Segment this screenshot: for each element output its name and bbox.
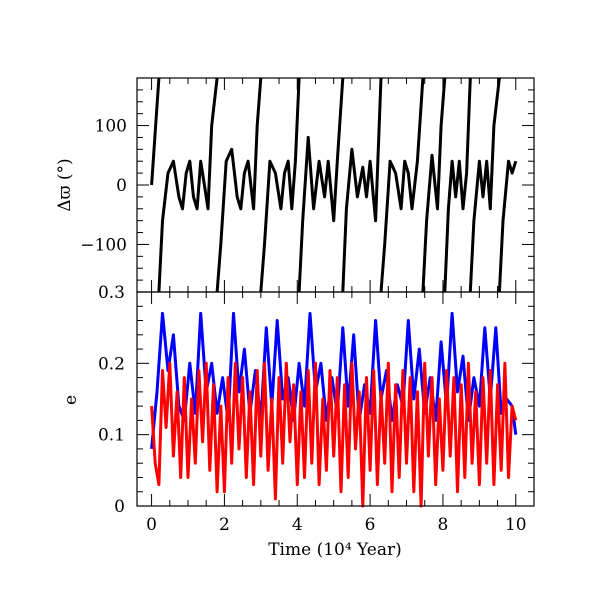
top-series-segment-10	[497, 159, 518, 293]
top-series-segment-4	[297, 77, 345, 293]
bottom-ticks	[137, 291, 534, 507]
bottom-xtick-label: 6	[365, 515, 376, 535]
bottom-xtick-label: 0	[146, 515, 157, 535]
bottom-ylabel: e	[61, 395, 81, 405]
bottom-xlabel: Time (10⁴ Year)	[268, 540, 402, 560]
top-series-segment-3	[259, 77, 301, 293]
bottom-ytick-label: 0.1	[98, 426, 125, 446]
top-series-segment-0	[150, 77, 161, 186]
bottom-xtick-label: 10	[505, 515, 527, 535]
top-ytick-label: 0	[116, 176, 127, 196]
bottom-axes-frame	[136, 291, 535, 507]
bottom-series-line-1	[150, 361, 518, 508]
top-ticks	[137, 77, 534, 293]
top-series-segment-9	[468, 77, 501, 293]
top-ytick-label: −100	[80, 235, 127, 255]
top-ylabel: Δϖ (°)	[55, 158, 75, 211]
top-series-segment-6	[379, 77, 425, 293]
bottom-ytick-label: 0.3	[98, 283, 125, 303]
bottom-xtick-labels: 0 2 4 6 8 10	[146, 515, 526, 535]
top-series-segment-2	[215, 77, 263, 293]
bottom-series-line-0	[150, 311, 518, 450]
bottom-xtick-label: 8	[438, 515, 449, 535]
top-ytick-labels: −100 0 100	[80, 117, 127, 256]
bottom-panel: 0 0.1 0.2 0.3 0 2 4 6 8 10 e Time (10⁴ Year)	[61, 283, 535, 560]
top-series-group	[150, 77, 518, 293]
top-ytick-label: 100	[95, 117, 127, 137]
bottom-ytick-labels: 0 0.1 0.2 0.3	[98, 283, 125, 517]
top-series-segment-1	[157, 77, 219, 293]
bottom-series-group	[150, 311, 518, 508]
bottom-ytick-label: 0	[114, 497, 125, 517]
bottom-xtick-label: 2	[219, 515, 230, 535]
top-panel: −100 0 100 Δϖ (°)	[55, 77, 535, 293]
bottom-xtick-label: 4	[292, 515, 303, 535]
top-series-segment-5	[341, 77, 383, 293]
bottom-ytick-label: 0.2	[98, 354, 125, 374]
top-series-segment-7	[421, 77, 447, 293]
top-series-segment-8	[443, 77, 472, 293]
